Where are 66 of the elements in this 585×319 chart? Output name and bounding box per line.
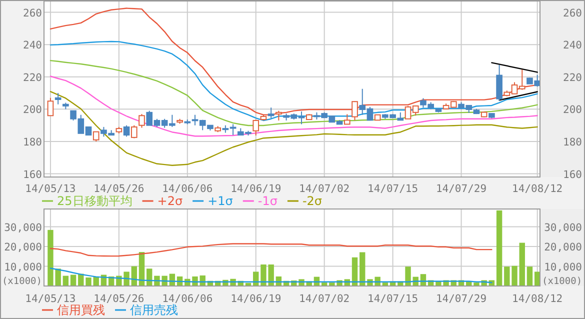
candlestick xyxy=(268,107,274,119)
line-series xyxy=(50,90,538,166)
y2-tick-label: 260 xyxy=(563,7,582,20)
x-tick-label: 14/07/02 xyxy=(299,293,350,305)
y2-tick-label: 220 xyxy=(563,72,582,84)
x-tick-label: 14/07/02 xyxy=(299,183,350,195)
x-tick-label: 14/06/06 xyxy=(162,293,213,305)
bar xyxy=(70,274,76,286)
y-tick-label: 30,000 xyxy=(4,222,42,234)
x-tick-label: 14/08/12 xyxy=(512,183,563,195)
y-tick-label: 180 xyxy=(23,136,42,148)
line-series xyxy=(50,268,492,284)
x-tick-label: 14/07/15 xyxy=(368,183,418,195)
y2-tick-label: 160 xyxy=(563,168,582,181)
bar xyxy=(352,257,358,286)
candlestick xyxy=(496,64,502,102)
x-tick-label: 14/08/12 xyxy=(512,293,563,305)
candlestick xyxy=(344,114,350,125)
bar xyxy=(519,242,525,286)
x-tick-label: 14/05/13 xyxy=(25,293,76,305)
y-tick-label: 160 xyxy=(23,168,42,181)
y2-tick-label: 10,000 xyxy=(544,261,582,274)
candlestick xyxy=(252,119,260,136)
bar xyxy=(86,277,92,286)
y2-tick-label: 20,000 xyxy=(544,242,582,254)
x-tick-label: 14/07/29 xyxy=(436,293,487,305)
x-tick-label: 14/07/29 xyxy=(436,183,487,195)
legend-label: -2σ xyxy=(302,194,322,208)
legend-label: +1σ xyxy=(208,194,234,208)
line-series xyxy=(50,243,492,257)
legend-label: -1σ xyxy=(258,194,278,208)
line-series xyxy=(50,76,538,137)
y2-tick-label: 30,000 xyxy=(544,222,582,234)
y2-axis-title: (x1000) xyxy=(542,276,582,287)
y2-tick-label: 200 xyxy=(563,104,582,116)
y-tick-label: 240 xyxy=(23,40,42,52)
x-tick-label: 14/05/13 xyxy=(25,183,76,195)
x-tick-label: 14/07/15 xyxy=(368,293,418,305)
y-tick-label: 260 xyxy=(23,7,42,20)
bar xyxy=(526,266,533,286)
line-series xyxy=(50,40,538,122)
legend-label: +2σ xyxy=(157,194,183,208)
candlestick xyxy=(54,92,62,105)
candlestick xyxy=(123,124,130,138)
bar xyxy=(496,210,502,286)
x-tick-label: 14/06/19 xyxy=(230,183,282,195)
y2-tick-label: 240 xyxy=(563,40,582,52)
y2-tick-label: 180 xyxy=(563,136,582,148)
bar xyxy=(360,252,366,286)
candlestick xyxy=(130,124,138,139)
y-tick-label: 200 xyxy=(23,104,42,116)
candlestick xyxy=(92,131,100,142)
candlestick xyxy=(138,114,145,128)
y-axis-title: (x1000) xyxy=(2,276,42,287)
y-tick-label: 10,000 xyxy=(4,261,42,274)
x-tick-label: 14/06/06 xyxy=(162,183,213,195)
candlestick xyxy=(47,97,54,116)
x-tick-label: 14/05/26 xyxy=(94,293,144,305)
legend-label: 信用買残 xyxy=(57,303,105,317)
y-tick-label: 20,000 xyxy=(4,242,42,254)
y-tick-label: 220 xyxy=(23,72,42,84)
legend-label: 25日移動平均 xyxy=(57,194,132,208)
legend-label: 信用売残 xyxy=(130,303,178,317)
x-tick-label: 14/06/19 xyxy=(230,293,282,305)
bar xyxy=(62,276,69,286)
x-tick-label: 14/05/26 xyxy=(94,183,144,195)
